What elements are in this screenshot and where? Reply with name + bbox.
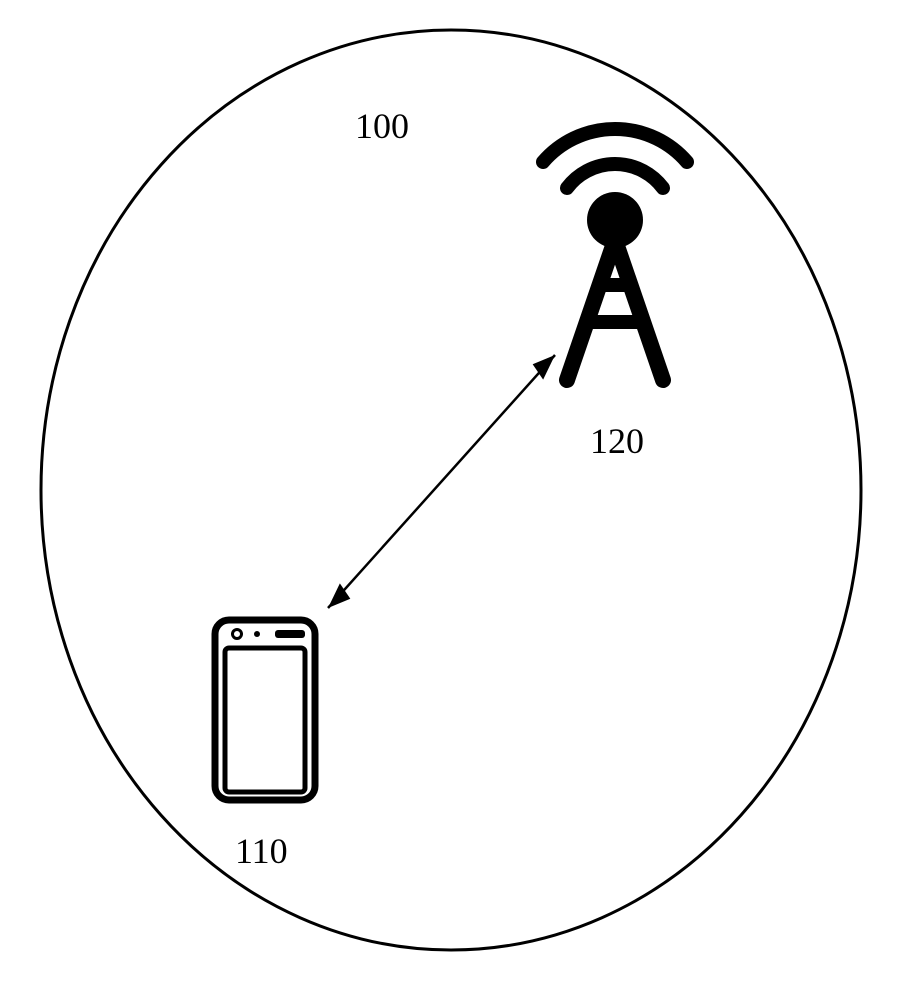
connection-arrow bbox=[328, 354, 555, 609]
network-diagram: 100 120 110 bbox=[0, 0, 903, 1000]
phone-icon bbox=[215, 620, 315, 800]
tower-icon bbox=[543, 129, 687, 380]
boundary-ellipse bbox=[41, 30, 861, 950]
phone-label: 110 bbox=[235, 830, 288, 872]
system-label: 100 bbox=[355, 105, 409, 147]
diagram-svg bbox=[0, 0, 903, 1000]
tower-label: 120 bbox=[590, 420, 644, 462]
